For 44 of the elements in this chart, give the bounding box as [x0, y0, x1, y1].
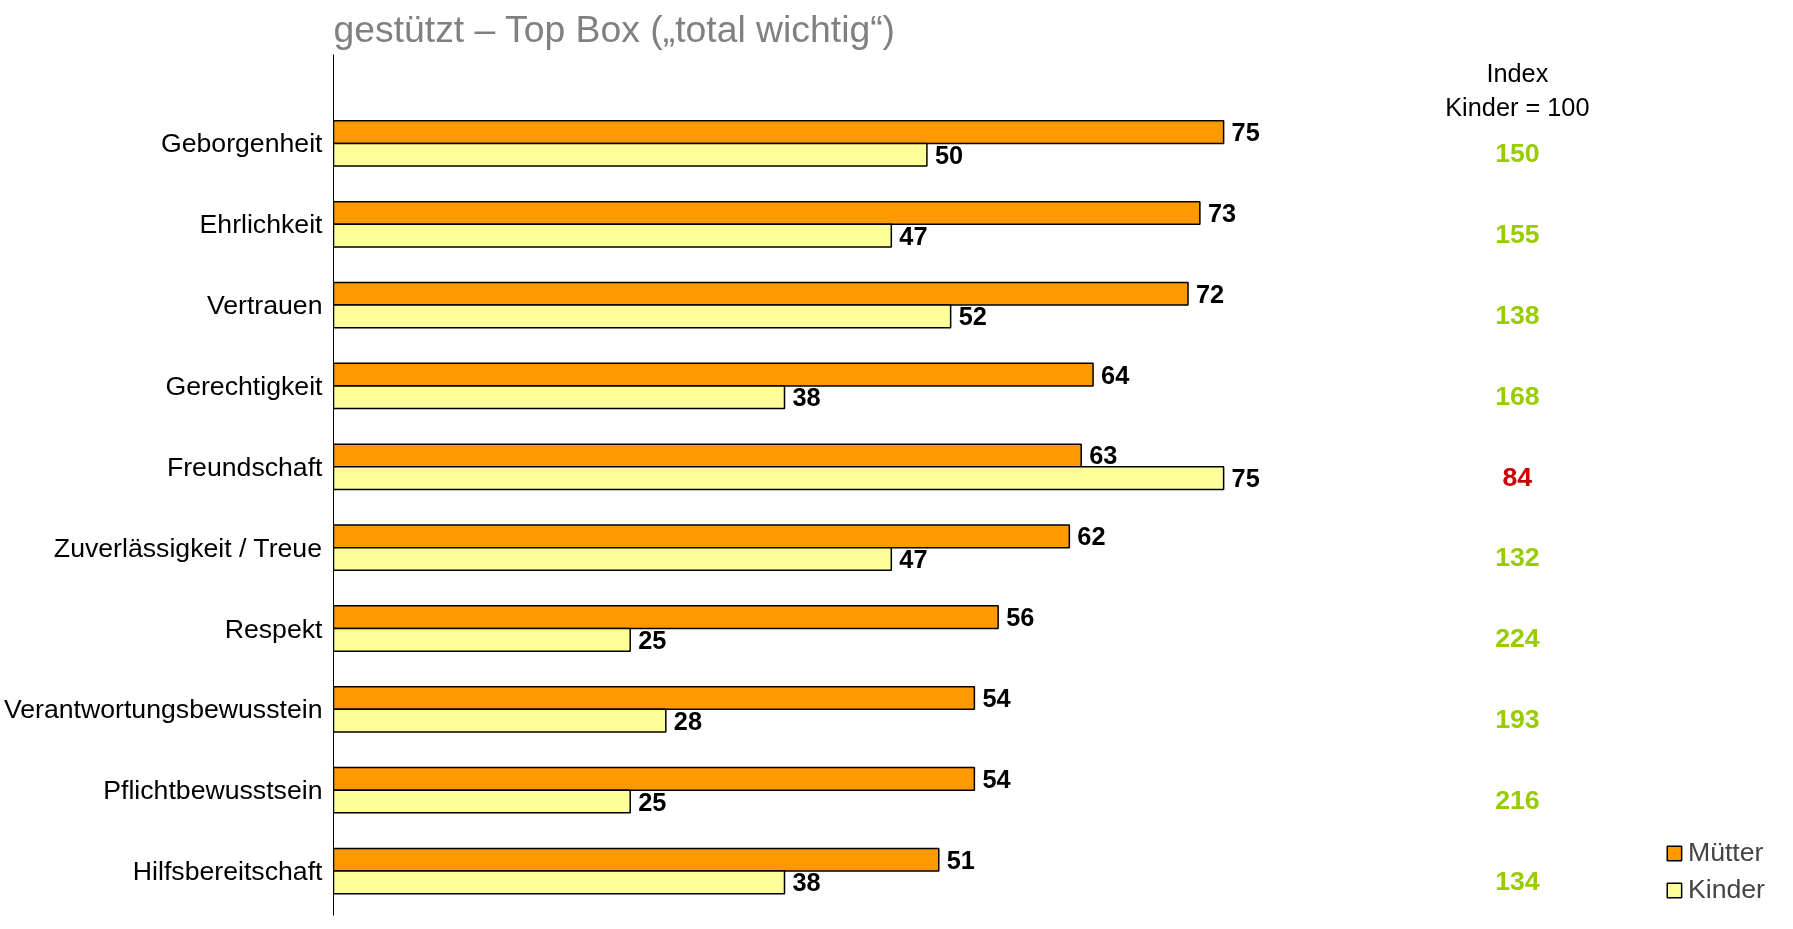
y-tick-label: Freundschaft: [166, 451, 324, 482]
data-label: 51: [946, 845, 975, 874]
data-label: 54: [982, 764, 1011, 793]
y-tick-label: Gerechtigkeit: [165, 370, 324, 401]
text: 168: [1495, 380, 1540, 411]
y-tick-label: Respekt: [224, 613, 324, 644]
data-label: 72: [1196, 279, 1225, 308]
text: 224: [1495, 623, 1540, 654]
data-label: 56: [1006, 603, 1035, 632]
text: 134: [1495, 865, 1540, 896]
data-label: 50: [934, 140, 964, 169]
text: 193: [1495, 704, 1540, 735]
y-tick-label: Verantwortungsbewusstein: [3, 694, 323, 725]
chart-subtitle: gestützt – Top Box („total wichtig“): [333, 7, 896, 50]
text: 138: [1495, 299, 1540, 330]
data-label: 25: [638, 625, 667, 654]
text: 216: [1495, 784, 1540, 815]
data-label: 47: [899, 544, 928, 573]
y-tick-label: Ehrlichkeit: [199, 209, 324, 240]
y-tick-label: Pflichtbewusstsein: [103, 775, 323, 806]
y-tick-label: Hilfsbereitschaft: [132, 856, 324, 887]
data-label: 62: [1077, 522, 1106, 551]
y-tick-label: Geborgenheit: [160, 128, 324, 159]
text: 132: [1495, 542, 1540, 573]
data-label: 75: [1231, 118, 1260, 147]
data-label: 64: [1101, 360, 1130, 389]
data-label: 52: [958, 302, 987, 331]
data-label: 28: [673, 706, 702, 735]
legend-label: Mütter: [1687, 837, 1764, 868]
text: 84: [1502, 461, 1533, 492]
y-tick-label: Zuverlässigkeit / Treue: [53, 532, 323, 563]
text: 150: [1495, 138, 1540, 169]
text: 155: [1495, 218, 1540, 249]
data-label: 63: [1089, 441, 1118, 470]
data-label: 47: [899, 221, 928, 250]
data-label: 25: [638, 787, 667, 816]
data-label: 38: [792, 383, 821, 412]
legend-label: Kinder: [1687, 874, 1765, 905]
data-label: 54: [982, 684, 1011, 713]
data-label: 75: [1231, 464, 1260, 493]
data-label: 38: [792, 868, 821, 897]
data-label: 73: [1207, 198, 1237, 227]
text: Index Kinder = 100: [1445, 58, 1590, 121]
y-tick-label: Vertrauen: [206, 290, 323, 321]
